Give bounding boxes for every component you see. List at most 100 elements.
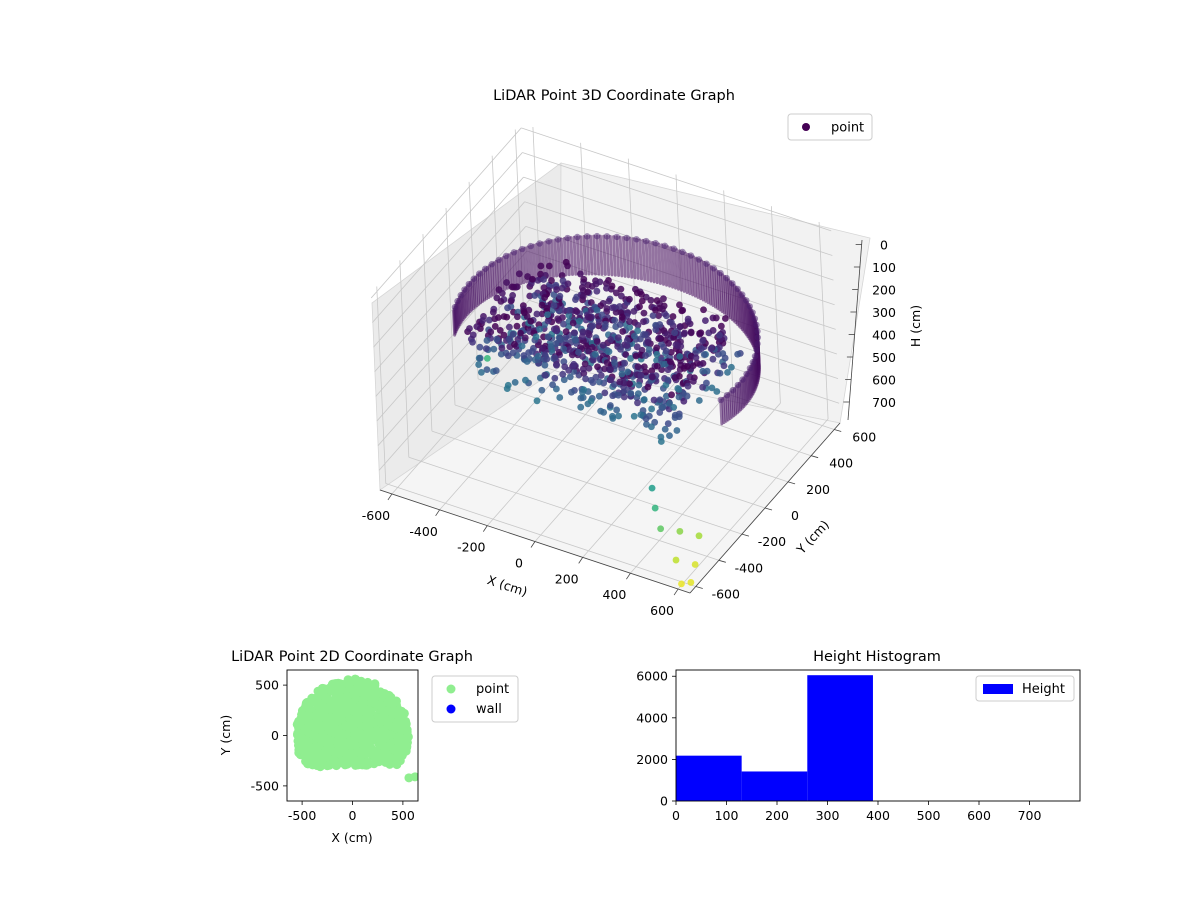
- scatter-3d-point: [595, 392, 603, 400]
- scatter-3d-point: [653, 344, 661, 352]
- y-tick-mark-3d: [695, 586, 703, 589]
- grid-left-z: [374, 201, 525, 373]
- scatter-3d-point: [556, 394, 564, 401]
- scatter-3d-point: [709, 355, 717, 363]
- y-tick-label-3d: -200: [758, 534, 786, 549]
- scatter-3d-point: [589, 379, 597, 386]
- shell-streak: [512, 250, 517, 287]
- shell-streak: [647, 240, 653, 283]
- scatter-3d-point: [540, 276, 547, 283]
- scatter-3d-point: [667, 318, 675, 326]
- x-tick-label-3d: -400: [409, 524, 437, 539]
- scatter-3d-point: [645, 346, 653, 353]
- scatter-3d-point: [727, 363, 735, 371]
- scatter-2d-point: [384, 690, 394, 700]
- scatter-2d-point: [373, 749, 383, 759]
- scatter-3d-point: [616, 303, 623, 310]
- scatter-3d-point: [605, 297, 613, 305]
- scatter-3d-point: [541, 294, 549, 301]
- scatter-3d-point: [618, 365, 626, 373]
- scatter-3d-point: [708, 384, 716, 392]
- shell-streak: [660, 243, 666, 286]
- scatter-3d-point: [669, 313, 677, 320]
- shell-streak: [612, 235, 617, 277]
- scatter-3d-point: [658, 403, 666, 411]
- shell-streak: [475, 273, 481, 306]
- scatter-3d-point: [557, 336, 565, 344]
- shell-streak: [721, 273, 726, 315]
- scatter-3d-point: [572, 296, 579, 303]
- scatter-3d-point: [483, 354, 491, 362]
- scatter-3d-point: [541, 361, 549, 369]
- scatter-3d-point: [533, 310, 541, 318]
- legend-histogram-label: Height: [1022, 682, 1065, 697]
- scatter-3d-point: [676, 527, 684, 535]
- shell-streak: [470, 278, 475, 311]
- scatter-3d-point: [476, 343, 484, 351]
- scatter-3d-point: [634, 390, 642, 398]
- scatter-3d-point: [712, 314, 720, 322]
- scatter-3d-point: [545, 262, 553, 270]
- grid-floor-y: [408, 456, 719, 561]
- shell-streak: [709, 265, 715, 307]
- scatter-3d-point: [584, 288, 592, 296]
- shell-top-point: [703, 260, 710, 267]
- shell-streak: [621, 236, 627, 278]
- z-tick-label-3d: 100: [872, 260, 896, 275]
- scatter-3d-point: [500, 331, 508, 339]
- scatter-3d-point: [655, 312, 663, 319]
- scatter-3d-point: [511, 378, 519, 386]
- scatter-3d-point: [721, 354, 729, 362]
- scatter-3d-point: [642, 368, 650, 376]
- scatter-3d-point: [609, 392, 617, 400]
- scatter-3d-point: [702, 317, 709, 324]
- scatter-3d-point: [491, 315, 499, 323]
- scatter-3d-point: [596, 278, 604, 286]
- scatter-3d-point: [653, 297, 661, 304]
- shell-streak: [615, 235, 621, 277]
- scatter-3d-point: [536, 325, 544, 333]
- shell-top-point: [652, 240, 659, 247]
- scatter-3d-point: [626, 380, 633, 388]
- y-tick-mark-3d: [834, 429, 842, 432]
- scatter-3d-point: [579, 292, 587, 300]
- scatter-3d-point: [568, 351, 576, 359]
- scatter-3d-point: [469, 338, 476, 346]
- legend-3d-frame: [787, 113, 873, 141]
- scatter-3d-point: [699, 359, 707, 367]
- scatter-3d-point: [526, 292, 534, 300]
- shell-streak: [485, 265, 491, 299]
- x-axis-label-3d: X (cm): [485, 572, 529, 599]
- scatter-3d-point: [603, 284, 610, 292]
- scatter-3d-point: [562, 333, 570, 341]
- shell-top-point: [642, 237, 650, 245]
- scatter-2d-point: [330, 679, 340, 689]
- x-tick-mark-3d: [387, 493, 393, 501]
- scatter-3d-point: [691, 561, 699, 568]
- scatter-3d-point: [537, 262, 545, 270]
- scatter-3d-point: [657, 525, 665, 533]
- y-tick-label-3d: -400: [735, 560, 763, 575]
- legend-2d-label-point: point: [476, 682, 509, 697]
- scatter-3d-point: [614, 391, 622, 399]
- scatter-2d-point: [330, 759, 340, 769]
- shell-top-point: [754, 334, 762, 341]
- scatter-3d-point: [651, 504, 659, 512]
- scatter-3d-point: [609, 415, 617, 422]
- scatter-3d-point: [657, 433, 665, 441]
- scatter-3d-point: [662, 347, 670, 355]
- scatter-3d-point: [676, 323, 684, 331]
- scatter-3d-point: [560, 358, 568, 366]
- scatter-3d-point: [544, 311, 551, 318]
- scatter-3d-point: [687, 329, 695, 337]
- scatter-2d-point: [342, 692, 352, 702]
- shell-top-point: [457, 292, 464, 299]
- scatter-3d-point: [684, 363, 691, 370]
- scatter-2d-point: [376, 688, 386, 698]
- scatter-3d-point: [531, 292, 539, 299]
- scatter-3d-point: [588, 343, 596, 351]
- scatter-3d-point: [614, 334, 622, 341]
- scatter-3d-point: [626, 295, 633, 303]
- scatter-3d-point: [661, 425, 669, 433]
